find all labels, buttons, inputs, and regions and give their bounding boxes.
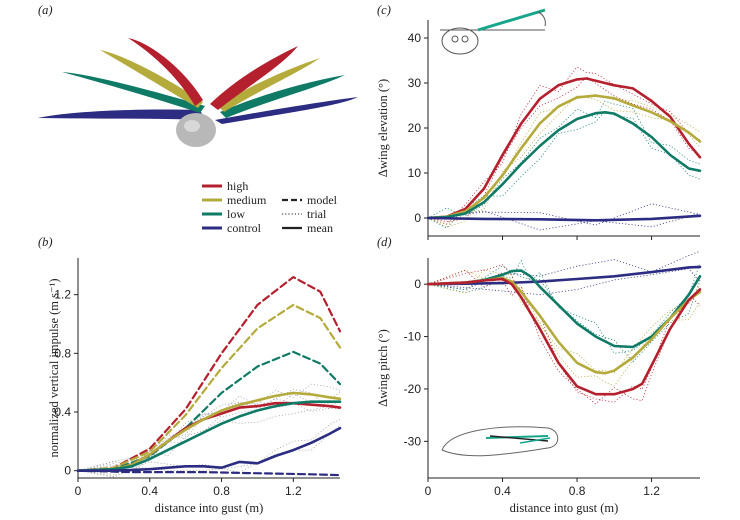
y-tick-label-b: 0 [64, 464, 71, 478]
y-axis-label-b: normalized vertical impulse (m s⁻¹) [47, 278, 61, 457]
trial-line-medium [427, 269, 701, 387]
panel-c-axes: 0 10 20 30 40 Δwing elevation (°) [376, 20, 702, 240]
y-tick-label-c: 30 [408, 76, 422, 90]
right-wing-medium [218, 58, 320, 112]
legend-style-label-mean: mean [307, 221, 333, 235]
mean-line-high [426, 277, 702, 396]
mean-line-medium [76, 391, 342, 472]
trial-line-high [427, 264, 701, 403]
left-wing-control [38, 109, 205, 120]
right-wing-low [220, 75, 345, 118]
model-line-medium [76, 303, 342, 472]
y-tick-label-d: -10 [404, 330, 422, 344]
legend-label-medium: medium [227, 193, 267, 207]
inset-pitch-diagram [441, 426, 559, 457]
x-axis-label-d: distance into gust (m) [510, 501, 619, 515]
mean-line-control [426, 214, 702, 222]
panel-d-axes: 0 0.4 0.8 1.2 0 -10 -20 -30 distance into gust (… [376, 250, 702, 515]
panel-label-b: (b) [38, 235, 53, 249]
inset-head-outline [441, 27, 479, 55]
trial-line-high [427, 269, 701, 405]
y-tick-label-c: 10 [408, 166, 422, 180]
bird-wing-illustration [38, 38, 358, 147]
mean-line-control [426, 265, 702, 286]
x-tick-label-d: 1.2 [643, 484, 660, 498]
panel-label-d: (d) [377, 235, 392, 249]
inset-angle-arc [537, 11, 546, 27]
x-tick-label-d: 0.4 [494, 484, 511, 498]
panel-label-c: (c) [377, 3, 391, 17]
model-line-control [76, 469, 342, 477]
inset-chord-pitched [519, 437, 551, 444]
inset-wing-elevated [477, 8, 546, 32]
y-tick-label-c: 0 [414, 211, 421, 225]
trial-line-low [427, 110, 701, 229]
inset-wing-outline [441, 426, 559, 457]
mean-line-high [426, 77, 702, 220]
y-axis-label-d: Δwing pitch (°) [376, 329, 390, 407]
trial-line-control [77, 418, 341, 472]
trial-line-medium [427, 269, 701, 374]
panel-label-a: (a) [38, 3, 53, 17]
left-wing-medium [100, 50, 203, 108]
model-line-low [76, 350, 342, 472]
inset-eye-icon [461, 35, 469, 43]
x-tick-label-b: 0.8 [213, 484, 230, 498]
y-tick-label-b: 0.8 [54, 346, 71, 360]
right-wing-high [210, 46, 298, 110]
inset-elevation-diagram [440, 8, 546, 55]
y-tick-label-d: -30 [404, 434, 422, 448]
mean-line-medium [426, 276, 702, 375]
trial-line-control [427, 203, 701, 226]
right-wing-control [215, 97, 358, 124]
legend-style-label-model: model [307, 193, 338, 207]
y-tick-label-d: -20 [404, 382, 422, 396]
y-tick-label-d: 0 [414, 277, 421, 291]
x-tick-label-b: 0 [75, 484, 82, 498]
trial-line-control [77, 424, 341, 473]
bird-head-highlight [184, 120, 200, 132]
panel-b-axes: 0 0.4 0.8 1.2 0 0.4 0.8 1.2 distance into gust (… [47, 258, 342, 515]
trial-line-high [77, 393, 341, 477]
trial-line-medium [427, 95, 701, 226]
trial-line-high [77, 398, 341, 475]
inset-chord-line [485, 435, 549, 439]
x-axis-label-b: distance into gust (m) [155, 501, 264, 515]
x-tick-label-b: 0.4 [141, 484, 158, 498]
x-tick-label-d: 0.8 [569, 484, 586, 498]
mean-line-control [76, 426, 342, 472]
left-wing-high [128, 38, 203, 106]
y-tick-label-c: 40 [408, 31, 422, 45]
x-tick-label-b: 1.2 [285, 484, 302, 498]
legend-style-label-trial: trial [307, 207, 327, 221]
y-tick-label-b: 1.2 [54, 288, 71, 302]
y-tick-label-c: 20 [408, 121, 422, 135]
y-tick-label-b: 0.4 [54, 405, 71, 419]
left-wing-low [62, 72, 205, 113]
trial-line-low [427, 259, 701, 354]
mean-line-low [426, 111, 702, 220]
legend-label-control: control [227, 221, 262, 235]
x-tick-label-d: 0 [425, 484, 432, 498]
legend-label-high: high [227, 179, 248, 193]
mean-line-medium [426, 94, 702, 220]
mean-line-low [76, 400, 342, 472]
y-axis-label-c: Δwing elevation (°) [376, 79, 390, 177]
trial-line-low [77, 399, 341, 472]
model-line-high [76, 276, 342, 472]
trial-line-high [427, 76, 701, 222]
legend-label-low: low [227, 207, 245, 221]
inset-eye-icon [451, 35, 459, 43]
